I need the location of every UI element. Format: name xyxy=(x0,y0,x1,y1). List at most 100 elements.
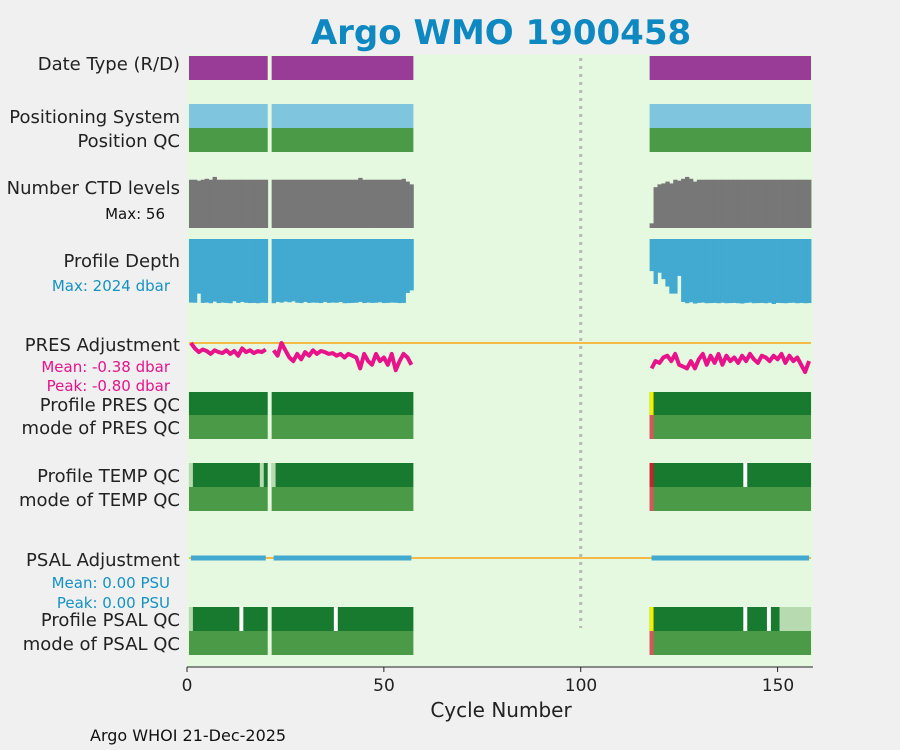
profile-depth-bar xyxy=(275,239,280,302)
ctd-levels-bar xyxy=(228,179,233,228)
profile-psal-qc-bar-gap-38 xyxy=(333,607,338,631)
ctd-levels-bar xyxy=(704,179,710,228)
profile-depth-bar xyxy=(389,239,395,303)
label-positioning-system: Positioning System xyxy=(9,107,180,128)
ctd-levels-bar xyxy=(700,179,706,228)
profile-depth-bar xyxy=(283,239,288,302)
ctd-levels-bar xyxy=(728,179,733,228)
ctd-levels-bar xyxy=(366,179,371,228)
mode-psal-qc-bar-seg2-1 xyxy=(649,631,812,655)
profile-depth-bar xyxy=(200,239,206,303)
ctd-levels-bar xyxy=(220,179,225,228)
profile-depth-bar xyxy=(791,239,796,303)
profile-depth-bar xyxy=(314,239,320,303)
pres-adjustment-line-seg1 xyxy=(189,341,267,358)
ctd-levels-bar xyxy=(708,179,714,228)
positioning-bar-seg2-1 xyxy=(649,104,812,128)
profile-depth-bar xyxy=(724,239,729,304)
label-mode-temp-qc: mode of TEMP QC xyxy=(19,490,180,511)
label-position-qc: Position QC xyxy=(77,131,180,152)
ctd-levels-bar xyxy=(716,179,721,228)
data-type-bar-seg1-2 xyxy=(271,56,414,80)
ctd-levels-bar xyxy=(271,179,276,228)
ctd-levels-bar xyxy=(763,179,769,228)
ctd-levels-bar xyxy=(744,179,749,228)
ctd-levels-bar xyxy=(350,179,355,228)
profile-pres-qc-bar-seg2-1 xyxy=(649,392,812,415)
timeline-series xyxy=(188,341,812,561)
profile-depth-bar xyxy=(220,239,225,303)
ctd-levels-bar xyxy=(712,179,717,228)
profile-depth-bar xyxy=(661,239,666,280)
ctd-levels-bar xyxy=(799,179,804,228)
ctd-levels-bar xyxy=(385,179,391,228)
profile-depth-bar xyxy=(736,239,741,304)
ctd-levels-bar xyxy=(688,178,694,228)
profile-depth-bar xyxy=(354,239,359,303)
profile-temp-qc-bar-light-19 xyxy=(259,463,264,487)
profile-depth-bar xyxy=(685,239,690,304)
ctd-levels-bar xyxy=(803,179,808,228)
mode-temp-qc-bar-seg2-1 xyxy=(649,487,812,511)
profile-depth-bar xyxy=(287,239,292,303)
profile-depth-bar xyxy=(248,239,253,304)
ctd-levels-bar xyxy=(334,179,339,228)
ctd-levels-bar xyxy=(393,179,399,228)
ctd-levels-bar xyxy=(755,179,761,228)
profile-depth-bar xyxy=(708,239,714,304)
ctd-levels-bar xyxy=(787,179,792,228)
profile-pres-qc-bar-flag-118 xyxy=(649,392,654,415)
ctd-levels-bar xyxy=(342,179,347,228)
profile-temp-qc-bar-light-22 xyxy=(271,463,276,487)
x-axis: 0 50 100 150 Cycle Number xyxy=(182,666,813,722)
ctd-levels-bar xyxy=(661,183,666,228)
profile-depth-bar xyxy=(224,239,229,303)
profile-depth-bar xyxy=(196,239,202,294)
ctd-levels-bar xyxy=(397,179,402,228)
mode-pres-qc-bar-flag-118 xyxy=(649,415,654,439)
ctd-levels-bar xyxy=(299,179,304,228)
position-qc-bar-seg1-1 xyxy=(188,128,268,152)
ctd-levels-bar xyxy=(322,179,328,228)
profile-depth-bar xyxy=(358,239,363,302)
label-profile-depth: Profile Depth xyxy=(63,251,180,272)
profile-depth-bar xyxy=(653,239,658,284)
ctd-levels-bar xyxy=(751,179,757,228)
profile-depth-bar xyxy=(700,239,706,303)
profile-depth-bar xyxy=(669,239,674,294)
ctd-levels-bar xyxy=(236,179,241,228)
profile-depth-bar xyxy=(307,239,312,303)
profile-depth-bar xyxy=(748,239,753,303)
ctd-levels-bar xyxy=(775,179,780,228)
profile-temp-qc-bar-flag-118 xyxy=(649,463,654,487)
profile-temp-qc-bar-seg1-1 xyxy=(188,463,268,487)
profile-temp-qc-bar-gap-142 xyxy=(743,463,748,487)
profile-depth-bar xyxy=(212,239,217,302)
pres-adjustment-line-seg2 xyxy=(649,351,811,374)
profile-depth-bar xyxy=(311,239,316,303)
ctd-levels-bar xyxy=(405,181,410,228)
profile-psal-qc-bar-gap-142 xyxy=(743,607,748,631)
ctd-levels-bar xyxy=(188,179,194,228)
label-data-type: Date Type (R/D) xyxy=(38,54,180,75)
mode-pres-qc-bar-seg1-1 xyxy=(188,415,268,439)
profile-depth-bar xyxy=(775,239,780,303)
label-ctd-levels: Number CTD levels xyxy=(7,178,180,199)
profile-pres-qc-bar-seg1-2 xyxy=(271,392,414,415)
ctd-levels-bar xyxy=(720,179,725,228)
ctd-levels-bar xyxy=(358,177,363,228)
profile-depth-bar xyxy=(318,239,324,304)
ctd-levels-bar xyxy=(307,179,312,228)
mode-temp-qc-bar-seg1-2 xyxy=(271,487,414,511)
profile-depth-bar xyxy=(692,239,698,304)
mode-psal-qc-bar-flag-118 xyxy=(649,631,654,655)
ctd-levels-bar xyxy=(685,176,690,228)
profile-psal-qc-bar-gap-148 xyxy=(766,607,771,631)
ctd-levels-bar xyxy=(311,179,316,228)
profile-depth-bar xyxy=(228,239,233,304)
label-profile-temp-qc: Profile TEMP QC xyxy=(37,466,180,487)
ctd-levels-bar xyxy=(669,183,674,228)
ctd-levels-bar xyxy=(244,179,249,228)
ctd-levels-bar xyxy=(259,179,265,228)
profile-psal-qc-bar-gap-14 xyxy=(239,607,244,631)
